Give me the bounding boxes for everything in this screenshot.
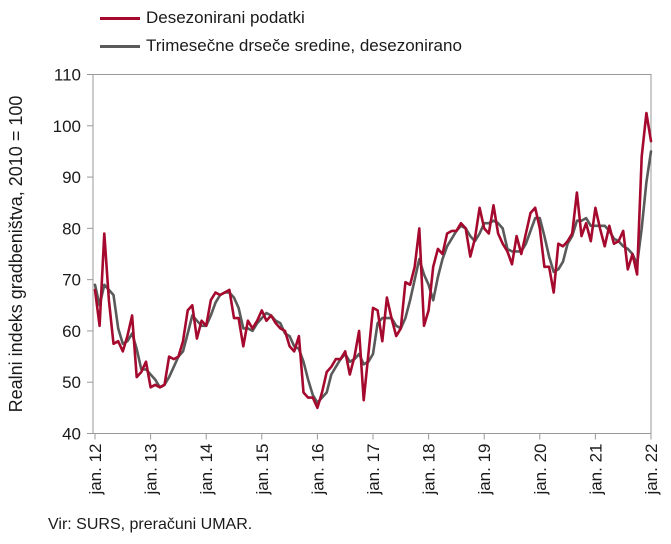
y-tick-label: 40 xyxy=(62,425,81,444)
y-tick-label: 60 xyxy=(62,322,81,341)
y-tick-label: 90 xyxy=(62,168,81,187)
legend-item-desezonirani: Desezonirani podatki xyxy=(100,4,462,32)
legend-item-trimesecne: Trimesečne drseče sredine, desezonirano xyxy=(100,32,462,60)
y-tick-label: 100 xyxy=(53,117,81,136)
legend-label: Trimesečne drseče sredine, desezonirano xyxy=(146,36,462,55)
x-tick-label: jan. 13 xyxy=(142,444,161,496)
x-tick-label: jan. 16 xyxy=(308,444,327,496)
x-tick-label: jan. 19 xyxy=(475,444,494,496)
x-tick-label: jan. 14 xyxy=(197,444,216,496)
plot-frame xyxy=(92,74,652,434)
legend: Desezonirani podatki Trimesečne drseče s… xyxy=(100,4,462,60)
x-tick-label: jan. 21 xyxy=(586,444,605,496)
legend-swatch xyxy=(100,16,140,20)
series-lines xyxy=(93,111,653,410)
x-tick-label: jan. 22 xyxy=(642,444,661,496)
series-line-desezonirani xyxy=(93,111,653,410)
y-axis-label: Realni indeks gradbeništva, 2010 = 100 xyxy=(6,96,26,413)
legend-label: Desezonirani podatki xyxy=(146,8,305,27)
x-tick-label: jan. 18 xyxy=(420,444,439,496)
y-tick-label: 80 xyxy=(62,219,81,238)
x-tick-label: jan. 20 xyxy=(531,444,550,496)
y-tick-label: 110 xyxy=(54,66,81,85)
y-axis: 40 50 60 70 80 90 100 110 xyxy=(53,66,93,444)
x-tick-label: jan. 15 xyxy=(253,444,272,496)
x-tick-label: jan. 12 xyxy=(86,444,105,496)
y-tick-label: 50 xyxy=(62,373,81,392)
source-note: Vir: SURS, preračuni UMAR. xyxy=(48,516,253,533)
x-tick-label: jan. 17 xyxy=(364,444,383,496)
series-line-trimesecne xyxy=(93,150,653,405)
y-tick-label: 70 xyxy=(62,271,81,290)
x-axis: jan. 12 jan. 13 jan. 14 jan. 15 jan. 16 jan. … xyxy=(86,433,661,496)
legend-swatch xyxy=(100,44,140,48)
